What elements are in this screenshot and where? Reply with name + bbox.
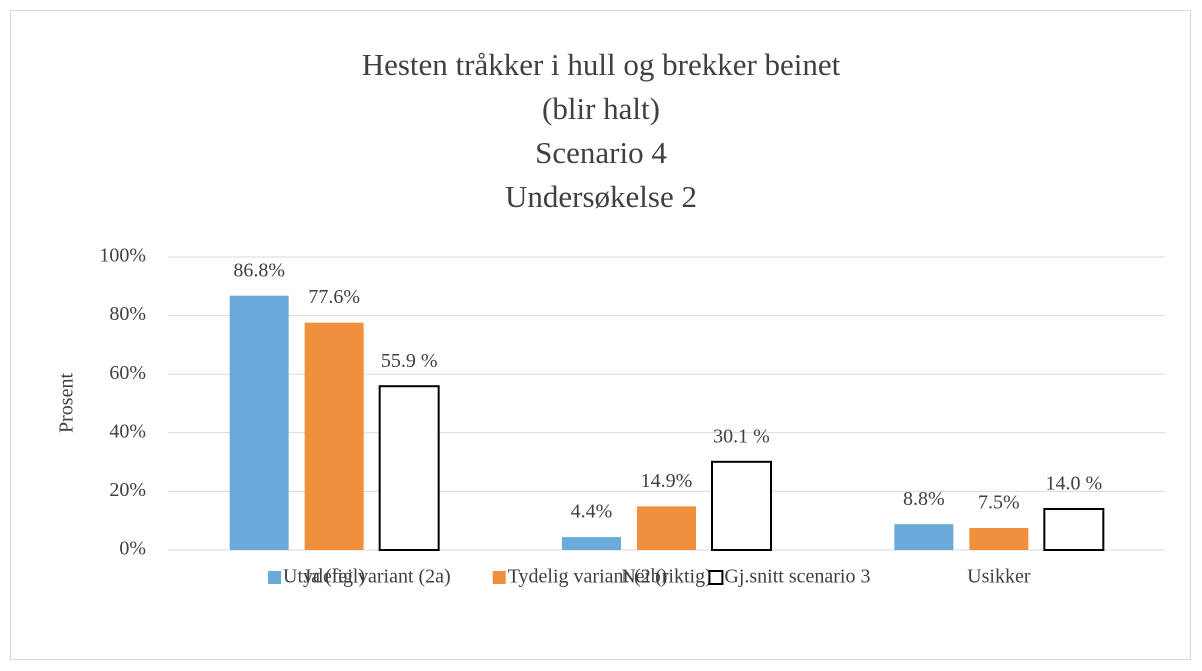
data-label: 86.8% — [233, 259, 285, 281]
chart-title: (blir halt) — [542, 91, 660, 126]
y-tick-label: 60% — [109, 362, 146, 384]
legend-swatch — [492, 571, 506, 584]
legend-label: Tydelig variant (2b) — [508, 566, 668, 588]
chart-title: Scenario 4 — [535, 135, 667, 170]
bar — [711, 460, 772, 552]
y-tick-label: 80% — [109, 303, 146, 325]
bar — [304, 322, 364, 550]
data-label: 4.4% — [571, 501, 613, 523]
data-label: 14.9% — [641, 470, 693, 492]
data-label: 8.8% — [903, 488, 945, 510]
bar — [894, 524, 954, 550]
bar — [1043, 507, 1105, 552]
legend-label: Utydelig variant (2a) — [283, 566, 451, 588]
bar — [637, 506, 696, 550]
y-tick-label: 0% — [119, 538, 146, 560]
data-label: 77.6% — [308, 286, 360, 308]
y-tick-label: 20% — [109, 479, 146, 501]
bar — [378, 385, 440, 552]
chart-title: Hesten tråkker i hull og brekker beinet — [362, 47, 841, 82]
x-tick-label: Ja (feil) — [303, 566, 365, 588]
y-tick-label: 100% — [99, 245, 146, 267]
bar — [229, 295, 289, 550]
x-tick-label: Usikker — [967, 566, 1031, 588]
data-label: 30.1 % — [713, 425, 770, 447]
legend-swatch — [268, 571, 281, 584]
bar — [969, 528, 1029, 550]
y-tick-label: 40% — [109, 420, 146, 442]
bar — [562, 537, 621, 550]
data-label: 55.9 % — [381, 350, 438, 372]
data-label: 14.0 % — [1045, 473, 1102, 495]
chart-title: Undersøkelse 2 — [505, 179, 697, 214]
y-axis-label: Prosent — [56, 373, 78, 433]
x-tick-label: Nei (riktig) — [621, 566, 712, 588]
chart-border — [10, 10, 1191, 660]
legend-swatch — [708, 570, 724, 585]
data-label: 7.5% — [978, 492, 1020, 514]
legend-label: Gj.snitt scenario 3 — [724, 566, 870, 588]
